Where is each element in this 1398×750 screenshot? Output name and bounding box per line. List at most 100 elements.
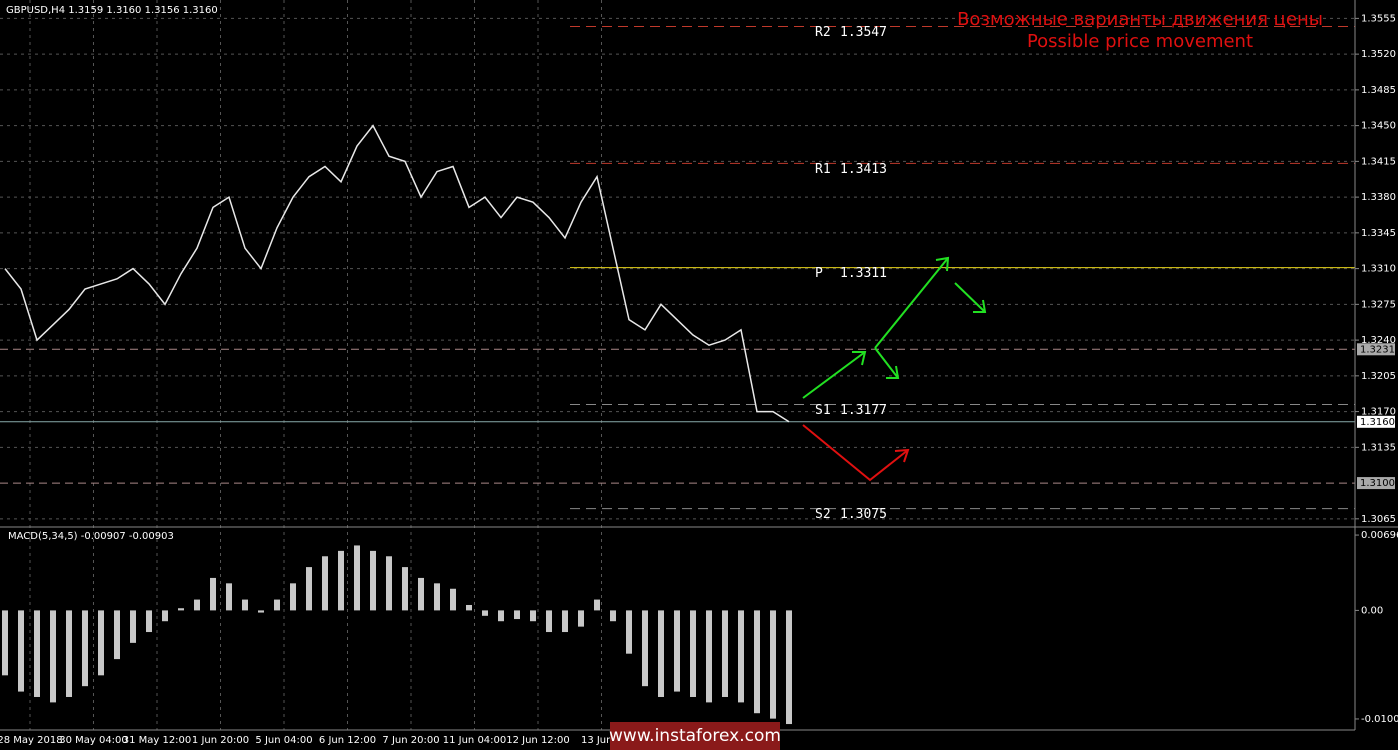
x-tick-label: 5 Jun 04:00 [255, 735, 312, 746]
bar [450, 588, 456, 611]
bar [130, 610, 136, 643]
bar [114, 610, 120, 660]
level-name: R2 [815, 25, 831, 40]
chart-subtitle: Possible price movement [1027, 31, 1253, 52]
price-label: 1.3231 [1360, 344, 1395, 355]
bar [690, 610, 696, 697]
bar [658, 610, 664, 697]
arrow [802, 424, 909, 482]
bar [482, 610, 488, 616]
arrow-head [935, 256, 950, 272]
bar [82, 610, 88, 687]
bar [786, 610, 792, 725]
x-tick-label: 31 May 12:00 [123, 735, 192, 746]
bar [594, 599, 600, 611]
bar [386, 556, 392, 611]
price-label: 1.3100 [1360, 478, 1395, 489]
bar [738, 610, 744, 703]
bar [466, 604, 472, 611]
level-value: 1.3311 [840, 266, 887, 281]
bar [242, 599, 248, 611]
level-value: 1.3075 [840, 507, 887, 522]
bar [274, 599, 280, 611]
bar [754, 610, 760, 714]
header: GBPUSD,H4 1.3159 1.3160 1.3156 1.3160 [6, 5, 218, 16]
bar [514, 610, 520, 620]
bar [354, 545, 360, 611]
bar [610, 610, 616, 622]
bar [306, 567, 312, 611]
bar [722, 610, 728, 697]
arrow-head [973, 299, 987, 313]
macd-label: MACD(5,34,5) -0.00907 -0.00903 [8, 531, 174, 542]
bar [210, 577, 216, 611]
bar [578, 610, 584, 627]
price-box [1357, 415, 1395, 428]
bar [402, 567, 408, 611]
bar [194, 599, 200, 611]
x-tick-label: 6 Jun 12:00 [319, 735, 376, 746]
bar [178, 608, 184, 611]
bar [562, 610, 568, 633]
y-tick-label: 1.3345 [1361, 228, 1396, 239]
arrow [954, 282, 986, 313]
price-box [1357, 343, 1395, 356]
y-tick-label: 0.00 [1361, 605, 1383, 616]
arrow-head [894, 448, 910, 463]
bar [2, 610, 8, 676]
level-name: S2 [815, 507, 831, 522]
level-name: S1 [815, 403, 831, 418]
watermark: www.instaforex.com [609, 726, 781, 746]
y-tick-label: 0.00696 [1361, 530, 1398, 541]
bar [34, 610, 40, 697]
y-tick-label: 1.3555 [1361, 13, 1396, 24]
bar [674, 610, 680, 692]
chart-title: Возможные варианты движения цены [957, 9, 1323, 30]
y-tick-label: 1.3065 [1361, 514, 1396, 525]
bar [434, 583, 440, 611]
x-tick-label: 11 Jun 04:00 [443, 735, 507, 746]
y-tick-label: 1.3485 [1361, 85, 1396, 96]
arrow [802, 351, 866, 399]
plot-layer [0, 0, 1359, 730]
bar [66, 610, 72, 697]
y-tick-label: 1.3170 [1361, 407, 1396, 418]
x-tick-label: 12 Jun 12:00 [506, 735, 570, 746]
x-tick-label: 30 May 04:00 [59, 735, 128, 746]
bar [626, 610, 632, 654]
bar [226, 583, 232, 611]
level-name: P [815, 266, 823, 281]
y-tick-label: -0.01003 [1361, 714, 1398, 725]
arrow-head [886, 365, 900, 379]
bar [530, 610, 536, 622]
arrow-head [852, 351, 867, 366]
bar [498, 610, 504, 622]
y-tick-label: 1.3380 [1361, 192, 1396, 203]
arrow [874, 257, 949, 349]
y-tick-label: 1.3205 [1361, 371, 1396, 382]
bar [18, 610, 24, 692]
arrows [802, 256, 987, 482]
x-tick-label: 28 May 2018 [0, 735, 63, 746]
bar [322, 556, 328, 611]
watermark-box [610, 722, 780, 750]
x-tick-label: 13 Jun 2 [581, 735, 622, 746]
y-tick-label: 1.3310 [1361, 264, 1396, 275]
bar [290, 583, 296, 611]
bar [338, 550, 344, 611]
price-box [1357, 477, 1395, 490]
bar [642, 610, 648, 687]
level-value: 1.3547 [840, 25, 887, 40]
y-tick-label: 1.3240 [1361, 335, 1396, 346]
bar [162, 610, 168, 622]
bar [706, 610, 712, 703]
bar [770, 610, 776, 719]
level-name: R1 [815, 162, 831, 177]
price-label: 1.3160 [1360, 417, 1395, 428]
y-tick-label: 1.3135 [1361, 442, 1396, 453]
bar [418, 577, 424, 611]
x-tick-label: 7 Jun 20:00 [382, 735, 439, 746]
